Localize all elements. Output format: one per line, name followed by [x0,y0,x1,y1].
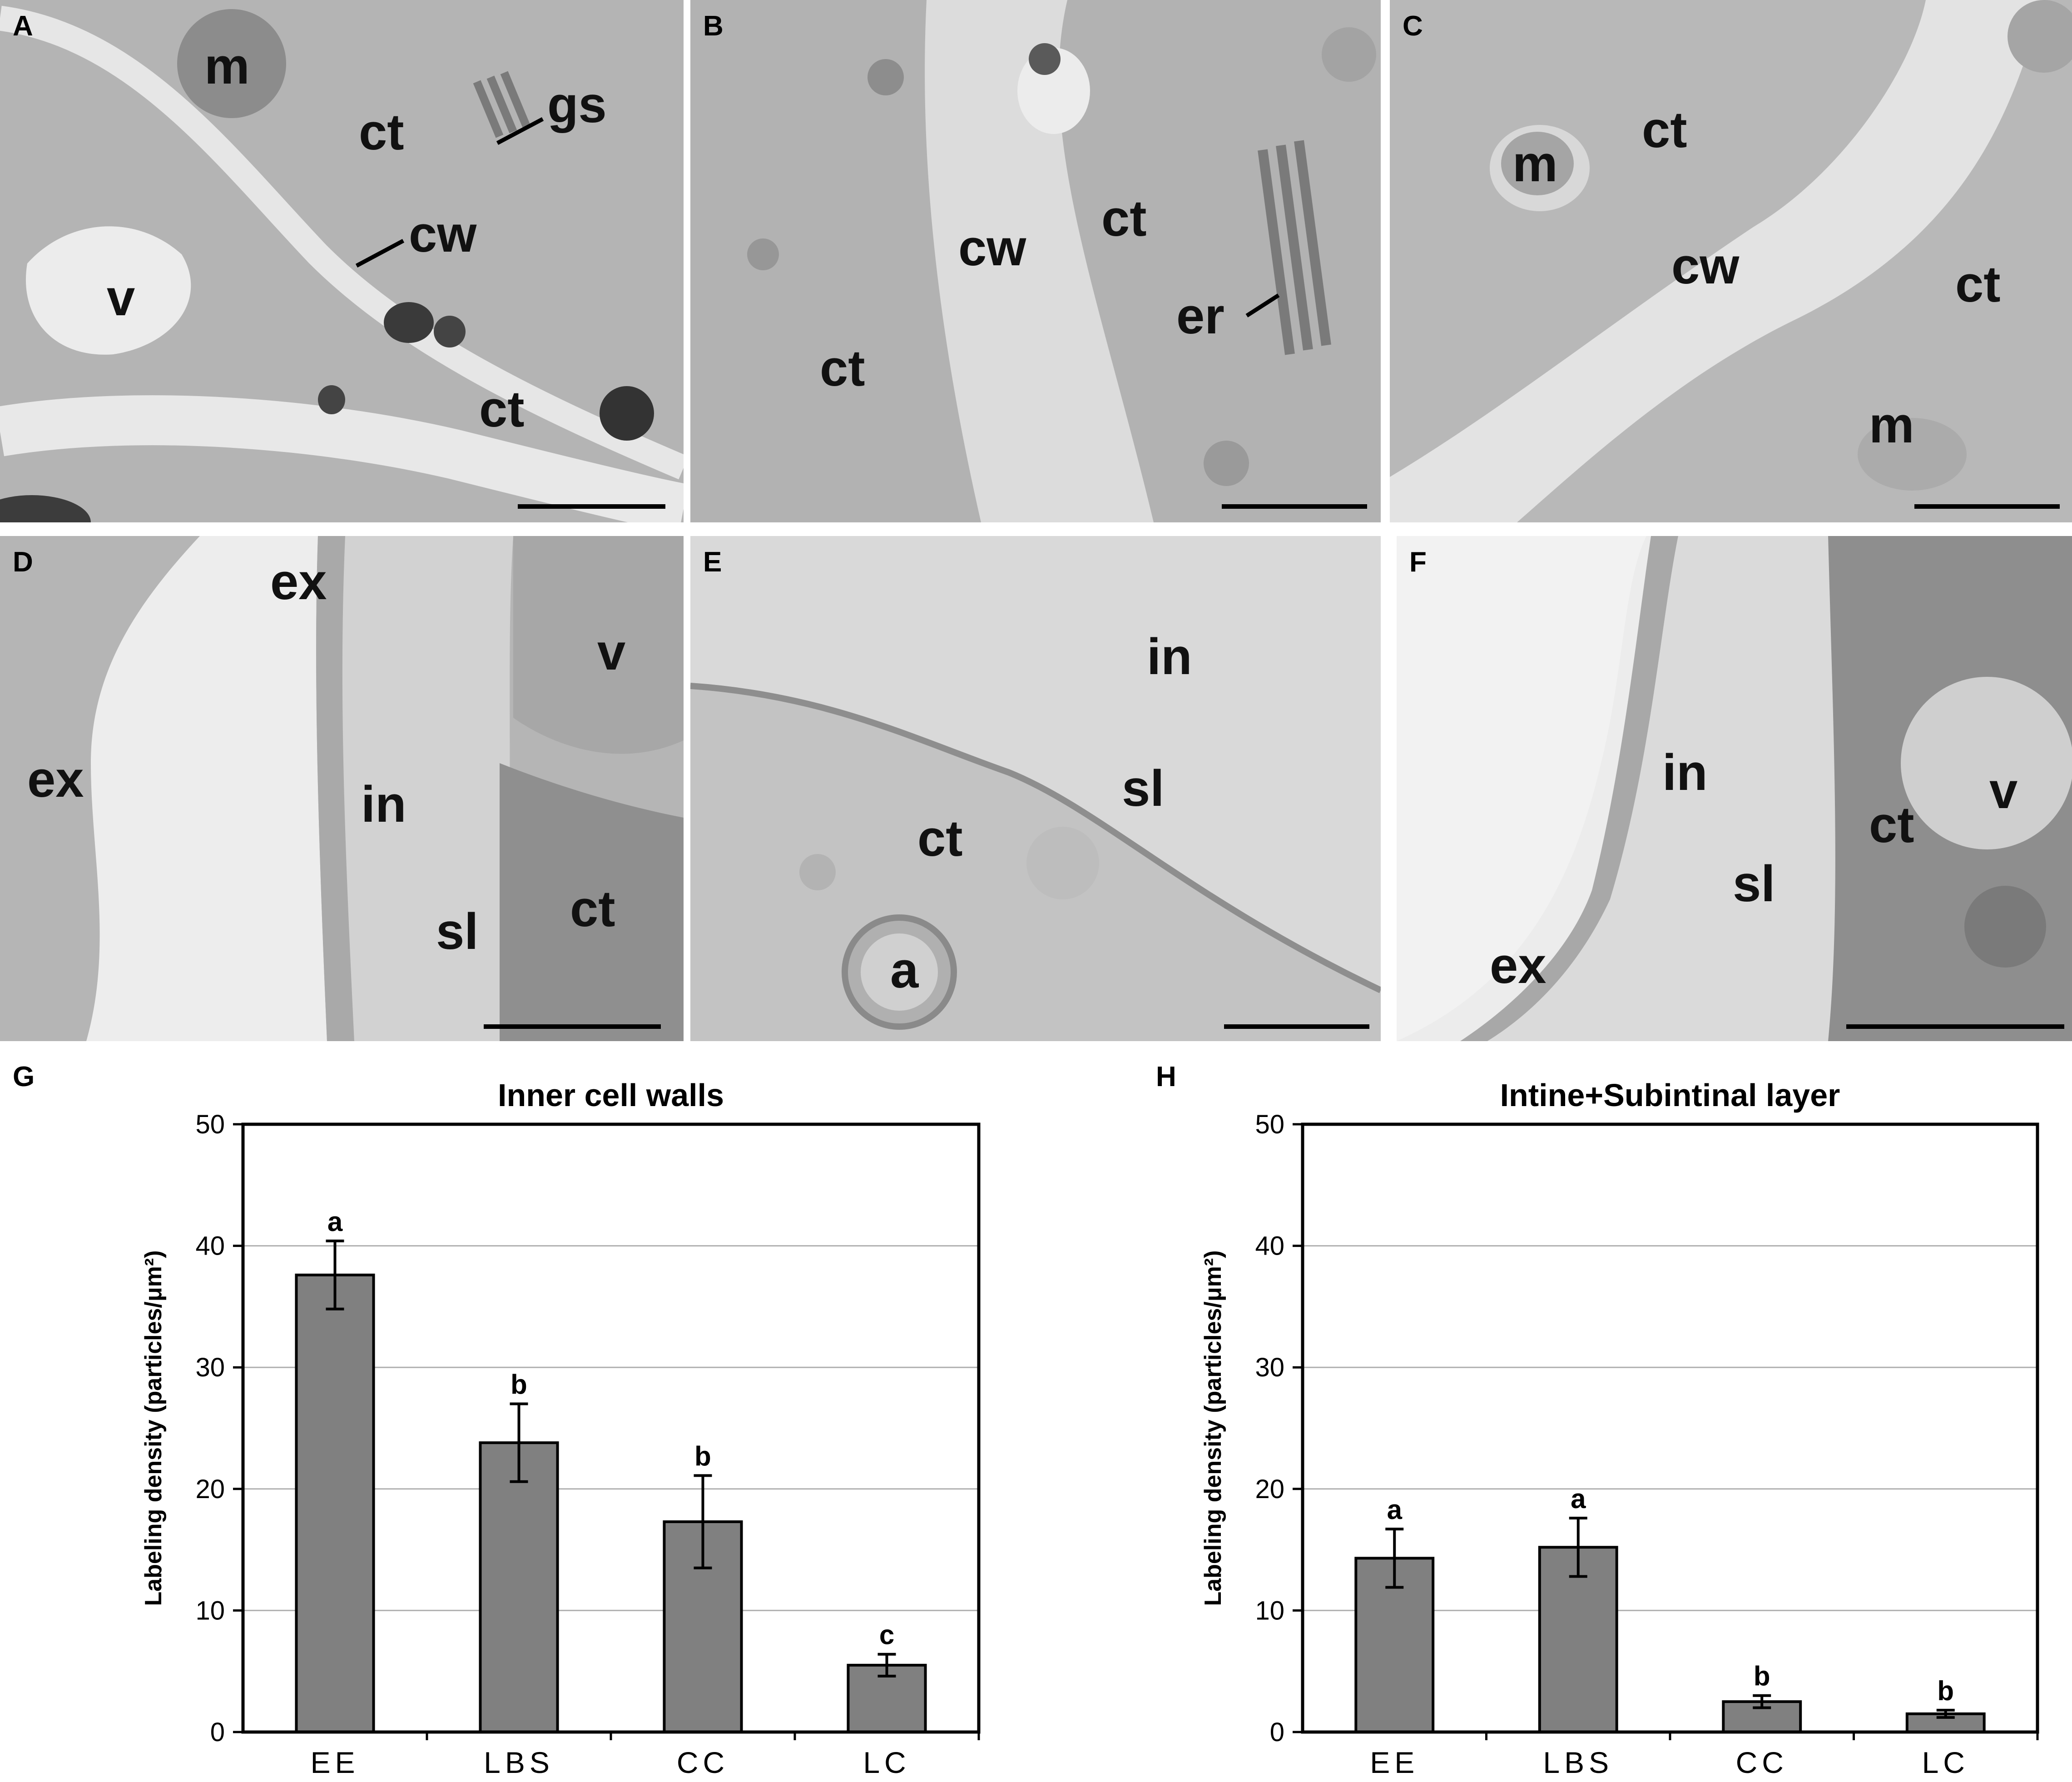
y-tick-label: 10 [1255,1596,1284,1625]
micrograph-c-image [1390,0,2072,522]
significance-letter: a [1387,1494,1403,1525]
y-tick-label: 50 [1255,1110,1284,1139]
label-ex: ex [270,553,327,610]
y-tick-label: 10 [195,1596,225,1625]
y-tick-label: 0 [210,1717,225,1747]
label-m: m [1512,135,1558,192]
y-axis-label: Labeling density (particles/μm²) [1200,1250,1226,1606]
y-tick-label: 30 [195,1353,225,1382]
label-m: m [204,38,250,94]
micrograph-a-image [0,0,684,522]
significance-letter: b [694,1441,711,1471]
x-tick-label: LC [1922,1746,1969,1779]
label-ct: ct [1869,796,1914,853]
micrograph-panel-e: E in sl ct a [690,536,1381,1041]
panel-letter-h: H [1156,1061,1176,1092]
y-tick-label: 20 [1255,1474,1284,1504]
micrograph-e-image [690,536,1381,1041]
label-in: in [1662,744,1708,801]
label-ex: ex [1490,937,1547,994]
plot-frame [1301,1122,2039,1734]
y-tick-label: 20 [195,1474,225,1504]
micrograph-b-image [690,0,1381,522]
plot-frame [241,1122,981,1734]
y-tick-label: 40 [1255,1231,1284,1261]
label-a: a [890,942,919,998]
label-v: v [1989,762,2018,819]
y-tick-label: 50 [195,1110,225,1139]
label-ct: ct [1642,101,1687,158]
chart-g-svg: 0 10 20 30 40 50 a EE b LBS b CC c LC Inner cell walls… [140,1077,981,1779]
significance-letter: b [511,1369,527,1400]
chart-g: G 0 10 20 30 40 50 a EE b LBS b CC c LC Inner cell wal… [0,1045,1036,1780]
panel-letter-g: G [13,1061,35,1092]
micrograph-panel-c: C ct m cw ct m [1390,0,2072,522]
micrograph-panel-a: A m gs ct cw v ct [0,0,684,522]
significance-letter: b [1937,1676,1954,1706]
scale-bar [1224,1024,1369,1029]
significance-letter: c [879,1620,894,1650]
x-tick-label: LBS [484,1746,554,1779]
y-tick-label: 30 [1255,1353,1284,1382]
label-er: er [1176,288,1224,344]
label-sl: sl [1733,855,1775,912]
label-m: m [1869,397,1914,453]
x-tick-label: LBS [1543,1746,1613,1779]
x-tick-label: CC [1736,1746,1788,1779]
micrograph-d-image [0,536,684,1041]
scale-bar [1222,504,1367,509]
label-in: in [1147,628,1192,685]
x-tick-label: LC [863,1746,910,1779]
chart-title: Inner cell walls [498,1077,724,1113]
y-axis-label: Labeling density (particles/μm²) [140,1250,167,1606]
micrograph-panel-b: B ct cw er ct [690,0,1381,522]
label-cw: cw [409,206,477,263]
scale-bar [518,504,665,509]
micrograph-f-image [1397,536,2072,1041]
chart-title: Intine+Subintinal layer [1500,1077,1840,1113]
panel-letter-f: F [1409,546,1427,578]
bar-ee [295,1273,375,1734]
y-tick-label: 40 [195,1231,225,1261]
y-tick-label: 0 [1270,1717,1284,1747]
x-tick-label: EE [310,1746,359,1779]
label-v: v [107,269,135,326]
micrograph-panel-d: D ex v ex in sl ct [0,536,684,1041]
chart-h-svg: 0 10 20 30 40 50 a EE a LBS b CC b LC Intine+Subintina… [1200,1077,2039,1779]
label-v: v [597,624,626,680]
x-tick-label: CC [677,1746,729,1779]
micrograph-panel-f: F in ct v sl ex [1397,536,2072,1041]
label-sl: sl [436,903,479,960]
label-ct: ct [1955,256,2001,313]
label-sl: sl [1122,760,1165,817]
scale-bar [1914,504,2060,509]
label-ex: ex [27,751,84,808]
significance-letter: a [327,1206,343,1237]
bar-lbs [1538,1546,1618,1734]
label-ct: ct [1101,190,1147,247]
panel-letter-a: A [13,10,33,42]
bar-lbs [479,1441,559,1733]
scale-bar [484,1024,661,1029]
label-ct: ct [479,381,525,437]
label-gs: gs [547,76,607,133]
chart-h: H 0 10 20 30 40 50 a EE a LBS b CC b LC Intine+Subinti… [1036,1045,2072,1780]
label-ct: ct [359,104,404,160]
label-cw: cw [958,219,1026,276]
panel-letter-b: B [703,10,724,42]
panel-letter-d: D [13,546,33,578]
label-in: in [361,776,406,833]
significance-letter: b [1754,1661,1770,1692]
x-tick-label: EE [1370,1746,1419,1779]
bar-lc [847,1663,927,1733]
significance-letter: a [1571,1484,1586,1514]
label-cw: cw [1671,238,1740,294]
panel-letter-c: C [1403,10,1423,42]
scale-bar [1846,1024,2064,1029]
panel-letter-e: E [703,546,722,578]
label-ct: ct [820,340,865,397]
label-ct: ct [917,810,963,867]
label-ct: ct [570,880,615,937]
